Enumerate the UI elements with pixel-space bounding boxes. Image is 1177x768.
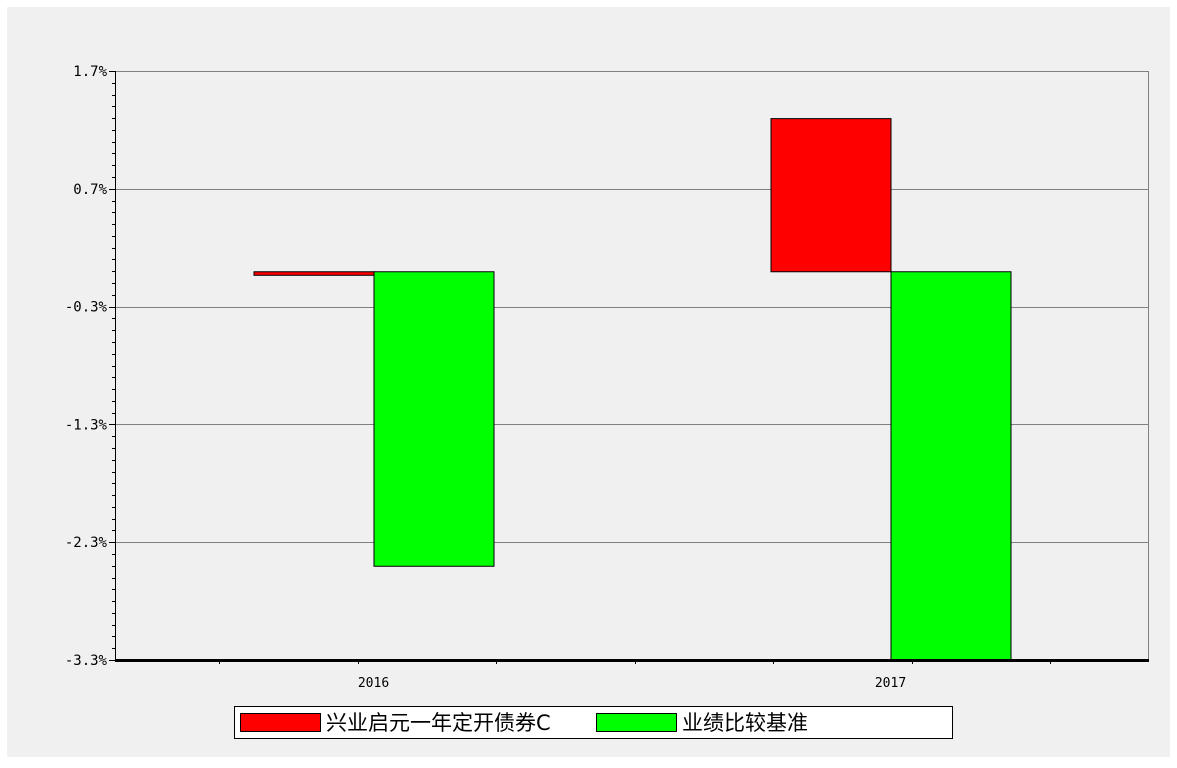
x-tick-label: 2016	[358, 676, 389, 691]
legend-box	[234, 706, 953, 739]
y-tick-label: -0.3%	[65, 300, 108, 316]
y-tick-label: -3.3%	[65, 653, 108, 669]
bar-2016-series-2	[373, 271, 495, 567]
bar-2017-series-2	[890, 271, 1012, 661]
legend-label-2: 业绩比较基准	[682, 711, 808, 735]
bar-2017-series-1	[770, 118, 892, 273]
y-tick-label: 1.7%	[73, 64, 107, 80]
y-tick-label: -2.3%	[65, 535, 108, 551]
x-tick-label: 2017	[875, 676, 906, 691]
bar-2016-series-1	[253, 271, 375, 276]
legend-swatch-1	[240, 713, 321, 732]
legend-label-1: 兴业启元一年定开债券C	[326, 711, 551, 735]
axis-layer: 1.7% 0.7% -0.3% -1.3% -2.3% -3.3% 2016 2017	[65, 64, 1149, 691]
legend-swatch-2	[596, 713, 677, 732]
bars-layer	[253, 118, 1012, 661]
y-tick-label: 0.7%	[73, 182, 107, 198]
y-tick-label: -1.3%	[65, 417, 108, 433]
legend: 兴业启元一年定开债券C 业绩比较基准	[234, 706, 953, 739]
